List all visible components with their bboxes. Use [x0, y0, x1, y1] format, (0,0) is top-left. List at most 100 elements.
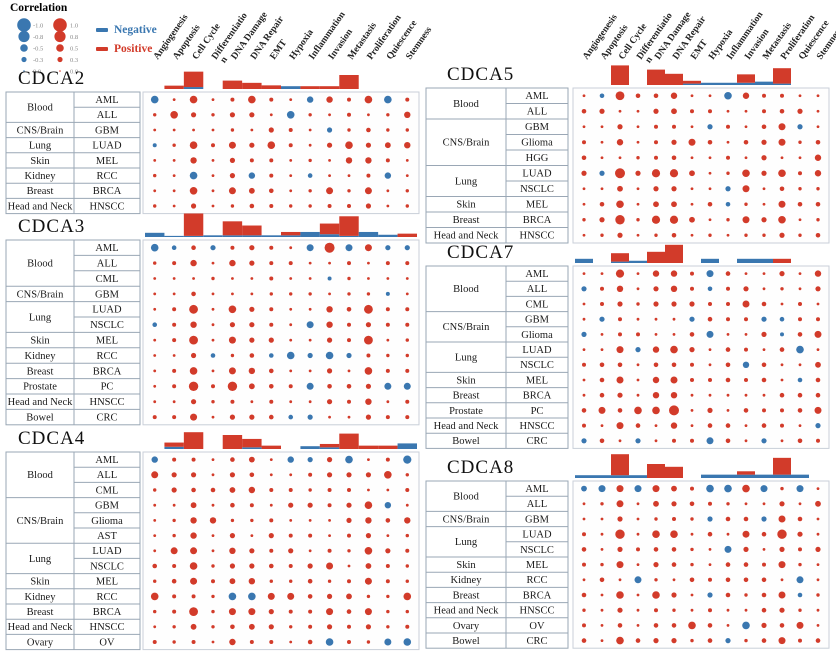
corr-dot	[743, 546, 749, 552]
corr-dot	[288, 564, 293, 568]
corr-dot	[582, 623, 586, 628]
row-label: OV	[99, 637, 115, 648]
corr-dot	[762, 93, 766, 98]
corr-dot	[385, 307, 390, 312]
corr-dot	[796, 621, 804, 629]
corr-dot	[365, 414, 372, 420]
corr-dot	[654, 578, 658, 582]
row-label: AML	[95, 95, 118, 106]
row-label: HGG	[526, 153, 549, 164]
corr-dot	[598, 485, 606, 493]
bar-segment-positive	[773, 68, 791, 84]
corr-dot	[289, 473, 293, 477]
corr-dot	[345, 244, 353, 252]
row-label: CRC	[526, 636, 547, 647]
corr-dot	[289, 579, 293, 583]
corr-dot	[797, 592, 803, 598]
group-label: Lung	[29, 141, 52, 152]
corr-dot	[670, 92, 678, 99]
corr-dot	[816, 578, 820, 582]
row-label: BRCA	[93, 366, 122, 377]
corr-dot	[671, 547, 677, 552]
corr-dot	[744, 347, 748, 352]
bar-segment-positive	[319, 443, 340, 448]
corr-dot	[706, 437, 714, 445]
group-label: Bowel	[26, 413, 53, 424]
corr-dot	[599, 108, 605, 114]
corr-dot	[672, 578, 676, 582]
row-label: AML	[525, 269, 548, 280]
corr-dot	[670, 376, 678, 384]
corr-dot	[211, 307, 215, 311]
corr-dot	[670, 422, 678, 429]
group-label: Skin	[456, 375, 476, 386]
corr-dot	[636, 502, 640, 506]
bar-segment-positive	[242, 438, 262, 448]
corr-dot	[405, 292, 409, 296]
corr-dot	[690, 532, 694, 536]
corr-dot	[189, 304, 198, 314]
group-label: Ovary	[27, 637, 54, 648]
corr-dot	[267, 592, 275, 600]
row-label: AST	[97, 531, 117, 542]
corr-dot	[707, 286, 713, 292]
bar-segment-negative	[378, 234, 398, 237]
corr-dot	[724, 91, 732, 100]
row-label-table: AML ALL GBM LUAD NSCLC MEL RCC BRCA HNSCC OV CRC Bl…	[425, 480, 569, 649]
corr-dot	[211, 276, 215, 281]
bar-segment-negative	[575, 475, 593, 478]
corr-dot	[762, 202, 766, 206]
corr-dot	[211, 261, 215, 265]
corr-dot	[797, 408, 803, 413]
corr-dot	[286, 111, 295, 119]
corr-dot	[635, 438, 641, 444]
group-label: Skin	[30, 336, 50, 347]
corr-dot	[762, 109, 766, 114]
group-label: Bowel	[452, 436, 479, 447]
corr-dot	[707, 124, 713, 130]
group-label: Kidney	[25, 351, 57, 362]
bar-chart	[611, 65, 791, 85]
corr-dot	[671, 232, 677, 238]
corr-dot	[743, 577, 749, 583]
corr-dot	[778, 637, 786, 645]
corr-dot	[778, 215, 786, 224]
corr-dot	[724, 545, 732, 553]
corr-dot	[347, 579, 351, 584]
corr-dot	[652, 270, 660, 277]
corr-dot	[211, 503, 215, 507]
corr-dot	[189, 95, 198, 104]
corr-dot	[617, 124, 623, 130]
corr-dot	[654, 317, 658, 321]
row-label: PC	[531, 406, 544, 417]
bar-segment-positive	[300, 86, 320, 89]
row-label: NSCLC	[520, 545, 554, 556]
corr-dot	[761, 316, 767, 322]
corr-dot	[153, 503, 157, 507]
group-label: Breast	[453, 590, 480, 601]
corr-dot	[779, 271, 785, 277]
bar-segment-positive	[737, 471, 755, 475]
corr-dot	[617, 623, 623, 628]
row-label: BRCA	[523, 391, 552, 402]
corr-dot	[743, 286, 749, 292]
corr-dot	[798, 94, 802, 98]
corr-dot	[582, 532, 586, 537]
corr-dot	[778, 515, 786, 523]
corr-dot	[598, 406, 606, 414]
group-label: Skin	[456, 200, 476, 211]
corr-dot	[708, 393, 712, 397]
corr-dot	[170, 547, 178, 555]
corr-dot	[249, 337, 255, 343]
corr-dot	[744, 424, 748, 427]
corr-dot	[249, 563, 255, 569]
corr-dot	[690, 486, 694, 491]
corr-dot	[172, 128, 176, 132]
bar-segment-positive	[647, 69, 665, 85]
corr-dot	[405, 204, 409, 208]
corr-dot	[384, 382, 392, 390]
group-label: Head and Neck	[8, 397, 73, 408]
corr-dot	[386, 625, 390, 629]
corr-dot	[211, 549, 215, 553]
corr-dot	[671, 108, 677, 115]
